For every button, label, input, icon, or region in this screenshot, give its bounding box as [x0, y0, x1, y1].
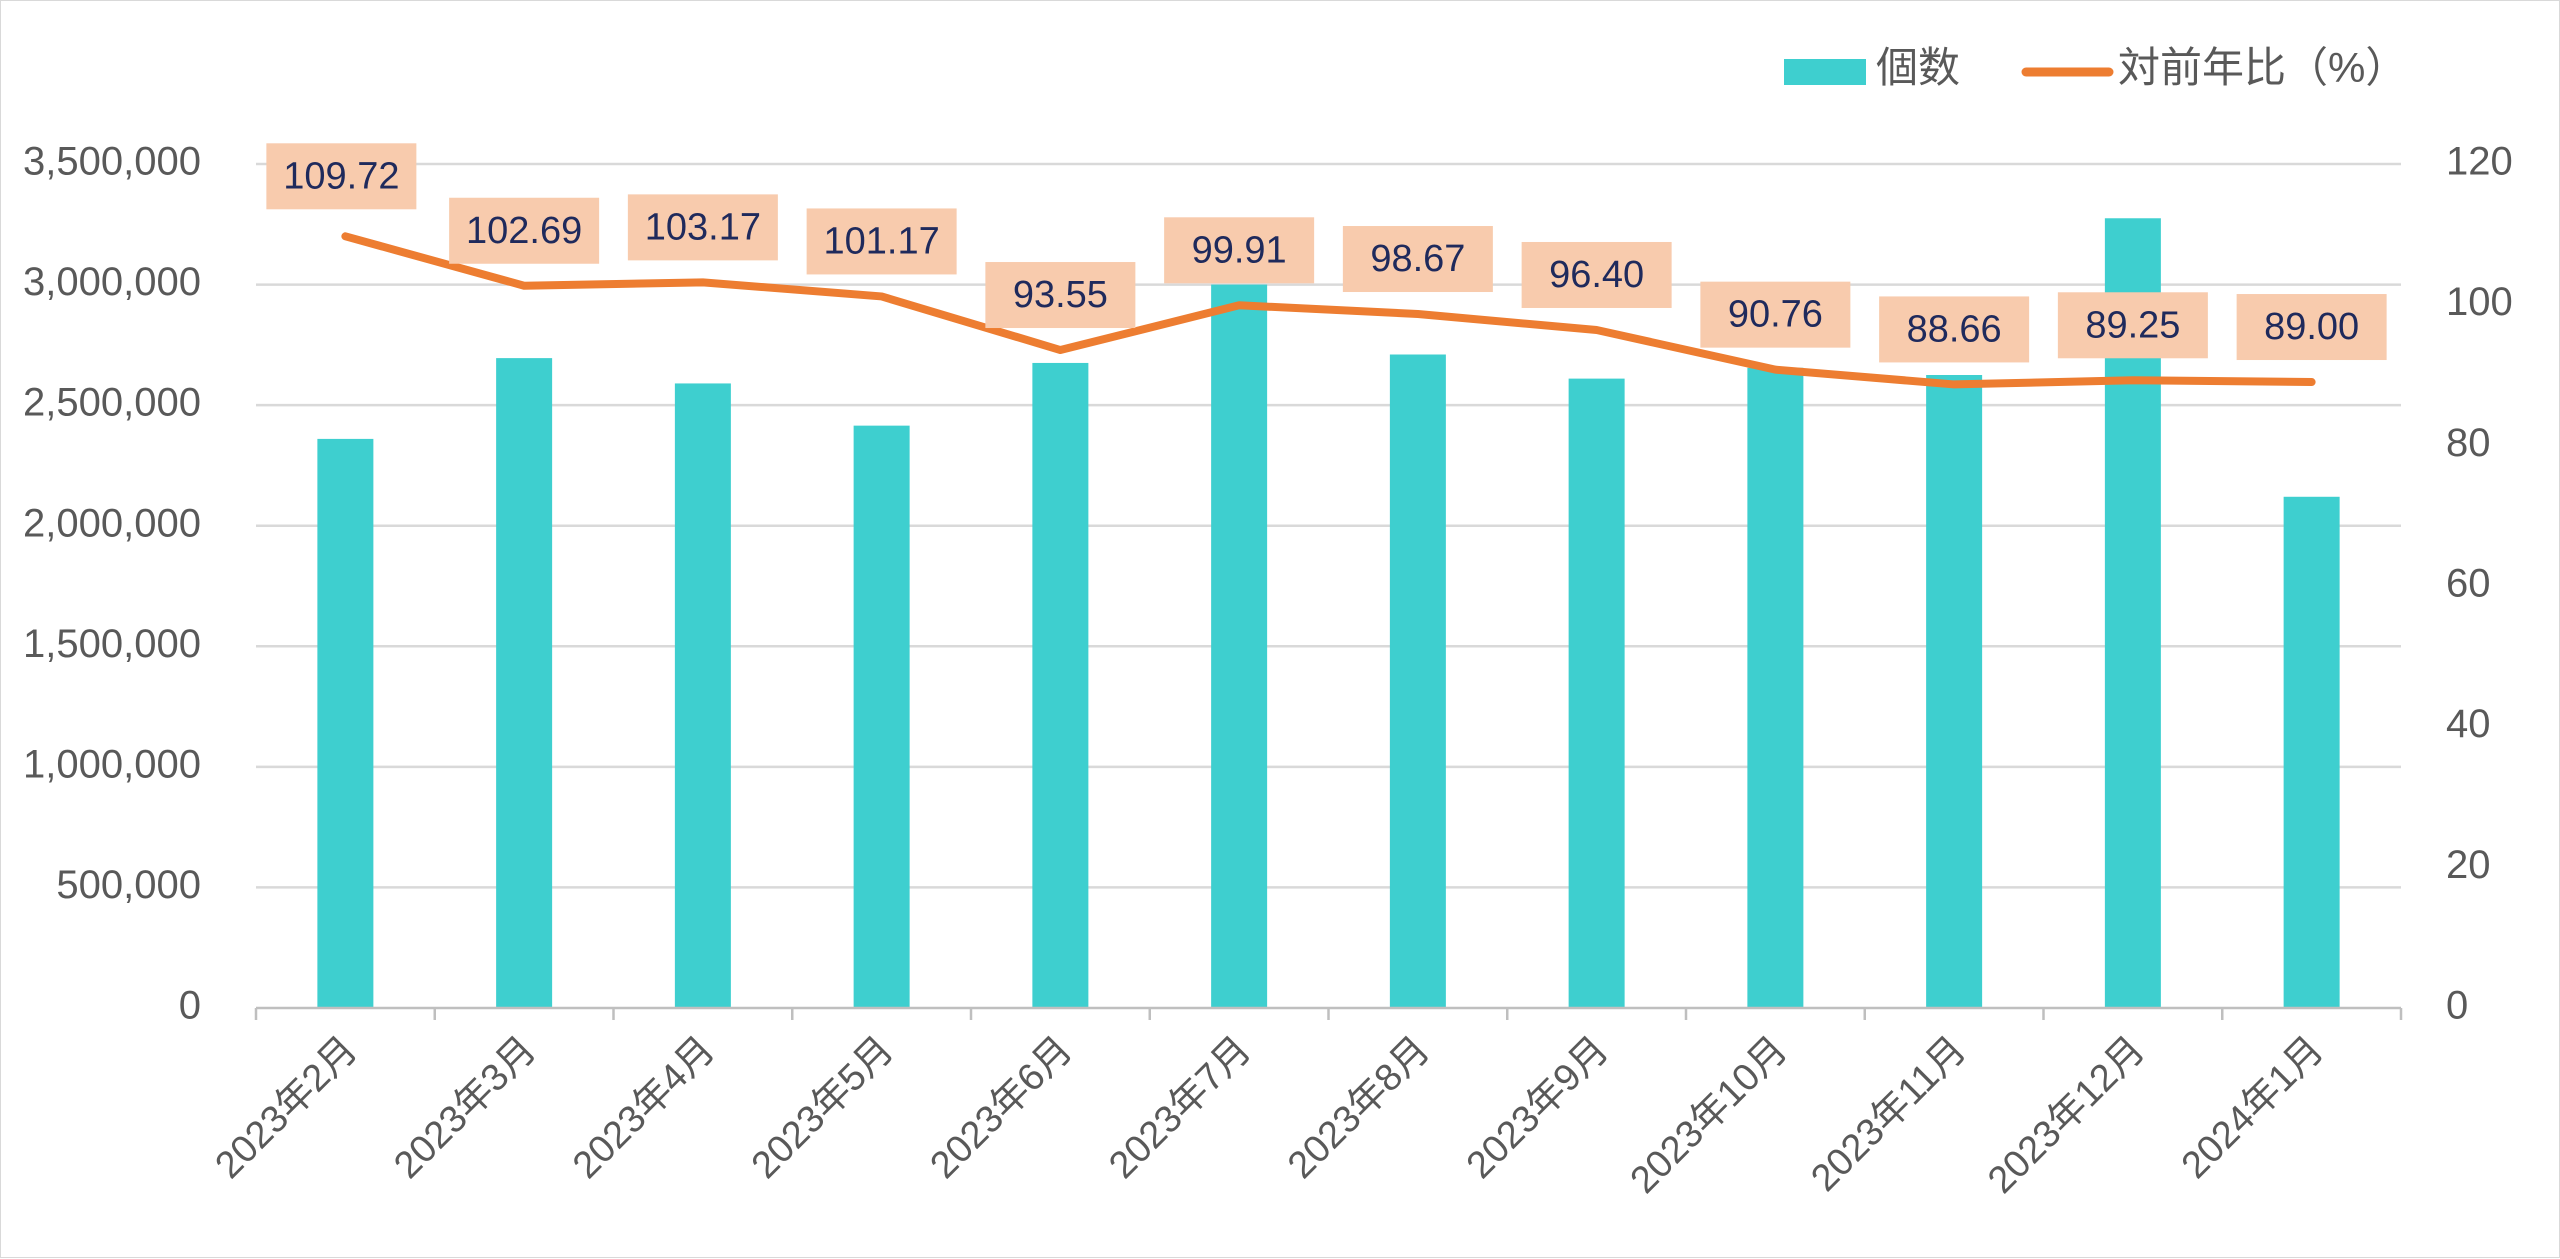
bar-series — [317, 218, 2340, 1009]
legend-item-line: 対前年比（%） — [2021, 44, 2407, 91]
data-label-box — [1342, 226, 1493, 293]
y-left-tick-label: 2,500,000 — [23, 381, 201, 425]
data-label-text: 102.69 — [466, 210, 582, 252]
data-label: 88.66 — [1879, 296, 2030, 363]
bar — [1032, 362, 1089, 1008]
x-tick-label: 2023年10月 — [1623, 1029, 1796, 1202]
bar — [1568, 378, 1625, 1008]
y-right-tick-label: 60 — [2446, 562, 2491, 606]
y-right-tick-label: 40 — [2446, 702, 2491, 746]
bar — [496, 358, 553, 1008]
data-label-text: 89.25 — [2085, 304, 2180, 346]
x-tick-label: 2023年5月 — [744, 1029, 902, 1187]
data-label-box — [1879, 296, 2030, 363]
x-tick-label: 2023年4月 — [565, 1029, 723, 1187]
y-right-tick-label: 100 — [2446, 280, 2513, 324]
bar — [853, 425, 910, 1008]
line-path — [341, 232, 2316, 389]
x-tick-label: 2023年8月 — [1280, 1029, 1438, 1187]
data-label-text: 98.67 — [1370, 238, 1465, 280]
data-label-box — [806, 208, 957, 275]
data-label-box — [985, 262, 1136, 329]
y-right-tick-label: 20 — [2446, 843, 2491, 887]
data-label-text: 99.91 — [1192, 229, 1287, 271]
data-label: 89.00 — [2236, 294, 2387, 361]
data-label: 101.17 — [806, 208, 957, 275]
data-label: 90.76 — [1700, 281, 1851, 348]
y-left-tick-label: 1,500,000 — [23, 622, 201, 666]
data-label-text: 101.17 — [824, 220, 940, 262]
data-label: 89.25 — [2057, 292, 2208, 359]
data-label: 99.91 — [1164, 217, 1315, 284]
data-label-text: 103.17 — [645, 206, 761, 248]
line-series — [341, 232, 2316, 389]
y-left-tick-label: 0 — [179, 984, 201, 1028]
x-tick-label: 2024年1月 — [2174, 1029, 2332, 1187]
x-tick-label: 2023年9月 — [1459, 1029, 1617, 1187]
data-label-box — [266, 143, 417, 210]
data-label-box — [2057, 292, 2208, 359]
x-tick-label: 2023年12月 — [1980, 1029, 2153, 1202]
data-label-text: 109.72 — [283, 155, 399, 197]
data-label-text: 96.40 — [1549, 254, 1644, 296]
legend: 個数 対前年比（%） — [1784, 44, 2407, 91]
y-axis-left: 0 500,000 1,000,000 1,500,000 2,000,000 2,500… — [23, 140, 201, 1028]
data-label: 96.40 — [1521, 241, 1672, 308]
y-left-tick-label: 1,000,000 — [23, 742, 201, 786]
y-right-tick-label: 120 — [2446, 140, 2513, 184]
bar — [2283, 496, 2340, 1008]
y-left-tick-label: 3,500,000 — [23, 140, 201, 184]
legend-swatch-bar — [1784, 59, 1866, 85]
bar — [1747, 367, 1804, 1008]
data-label-box — [1700, 281, 1851, 348]
y-left-tick-label: 500,000 — [56, 863, 201, 907]
data-label: 103.17 — [627, 194, 778, 261]
x-tick-label: 2023年11月 — [1803, 1029, 1974, 1200]
data-label: 98.67 — [1342, 226, 1493, 293]
x-tick-label: 2023年7月 — [1101, 1029, 1259, 1187]
data-label-box — [449, 197, 600, 264]
bar — [1926, 375, 1983, 1008]
data-label-box — [2236, 294, 2387, 361]
y-right-tick-label: 0 — [2446, 984, 2468, 1028]
data-label: 109.72 — [266, 143, 417, 210]
x-axis: 2023年2月 2023年3月 2023年4月 2023年5月 2023年6月 2023年… — [208, 1006, 2403, 1202]
legend-item-bars: 個数 — [1784, 44, 1960, 91]
bar — [1211, 284, 1268, 1009]
data-label-text: 90.76 — [1728, 294, 1823, 336]
y-left-tick-label: 3,000,000 — [23, 260, 201, 304]
data-label-box — [1164, 217, 1315, 284]
data-labels: 109.72 102.69 103.17 101.17 93.55 99.91 98.67 9… — [266, 143, 2387, 363]
data-label-text: 93.55 — [1013, 274, 1108, 316]
data-label: 102.69 — [449, 197, 600, 264]
gridlines — [256, 162, 2401, 889]
x-tick-label: 2023年2月 — [208, 1029, 366, 1187]
y-left-tick-label: 2,000,000 — [23, 501, 201, 545]
y-axis-right: 0 20 40 60 80 100 120 — [2446, 140, 2513, 1028]
data-label-text: 88.66 — [1907, 308, 2002, 350]
x-tick-label: 2023年3月 — [386, 1029, 544, 1187]
bar — [317, 438, 374, 1009]
data-label-text: 89.00 — [2264, 306, 2359, 348]
data-label-box — [1521, 241, 1672, 308]
x-tick-label: 2023年6月 — [923, 1029, 1081, 1187]
data-label-box — [627, 194, 778, 261]
bar — [674, 383, 731, 1008]
bar — [1389, 354, 1446, 1008]
y-right-tick-label: 80 — [2446, 421, 2491, 465]
legend-label: 個数 — [1876, 44, 1960, 91]
legend-label: 対前年比（%） — [2118, 44, 2407, 91]
data-label: 93.55 — [985, 262, 1136, 329]
